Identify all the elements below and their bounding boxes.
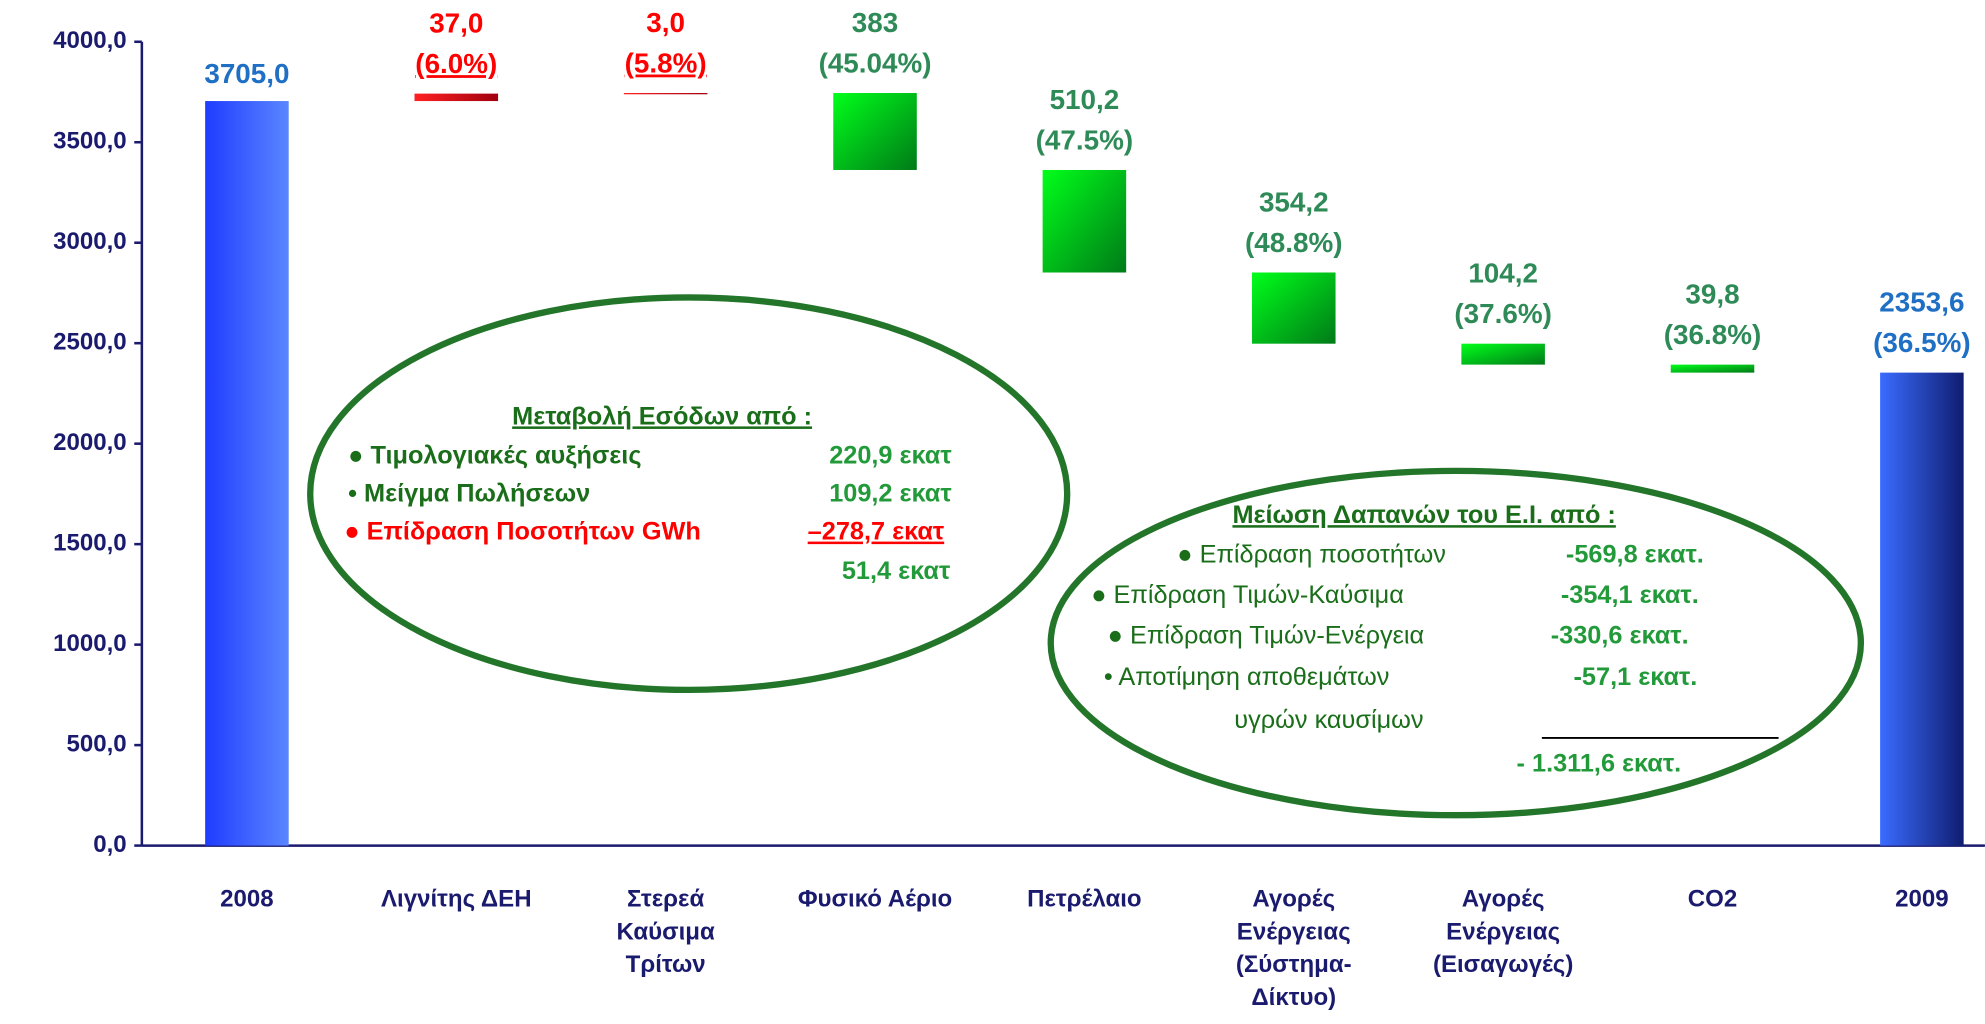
bar	[1461, 343, 1545, 365]
y-tick-label: 4000,0	[53, 27, 127, 54]
callout-amount: -57,1 εκατ.	[1574, 663, 1698, 691]
callout-item: ● Επίδραση Ποσοτήτων GWh	[344, 518, 700, 546]
callout-amount: -569,8 εκατ.	[1566, 540, 1704, 568]
x-tick-label: Στερεά	[627, 885, 704, 912]
value-label: 3,0	[646, 7, 685, 38]
callout-note: υγρών καυσίμων	[1234, 706, 1423, 734]
y-tick-label: 3500,0	[53, 128, 127, 155]
y-tick-label: 2500,0	[53, 329, 127, 356]
y-tick-label: 0,0	[93, 831, 126, 858]
callout-item: • Μείγμα Πωλήσεων	[348, 480, 590, 508]
callout-title: Μεταβολή Εσόδων από :	[512, 402, 812, 430]
callout-total: 51,4 εκατ	[842, 557, 950, 585]
y-tick-label: 1500,0	[53, 530, 127, 557]
percent-label: (48.8%)	[1245, 227, 1342, 258]
bar	[414, 93, 499, 102]
x-tick-label: Καύσιμα	[617, 918, 715, 945]
x-tick-label: Τρίτων	[626, 951, 706, 978]
x-tick-label: 2009	[1895, 885, 1949, 912]
callout-item: ● Επίδραση Τιμών-Καύσιμα	[1091, 581, 1404, 609]
y-tick-label: 3000,0	[53, 228, 127, 255]
x-tick-label: Ενέργειας	[1446, 918, 1560, 945]
value-label: 37,0	[429, 8, 483, 39]
callout-ellipse	[307, 294, 1071, 694]
x-tick-label: 2008	[220, 885, 274, 912]
value-label: 354,2	[1259, 187, 1329, 218]
callout-item: • Αποτίμηση αποθεμάτων	[1104, 663, 1390, 691]
percent-label: (36.5%)	[1873, 327, 1970, 358]
percent-label: (45.04%)	[819, 48, 932, 79]
callout-title: Μείωση Δαπανών του Ε.Ι. από :	[1232, 501, 1615, 529]
x-tick-label: (Εισαγωγές)	[1433, 951, 1573, 978]
percent-label: (47.5%)	[1036, 124, 1133, 155]
callout-amount: –278,7 εκατ	[808, 518, 945, 546]
bar	[1670, 364, 1755, 373]
callout-item: ● Επίδραση Τιμών-Ενέργεια	[1108, 621, 1425, 649]
y-tick-label: 1000,0	[53, 630, 127, 657]
percent-label: (37.6%)	[1454, 298, 1551, 329]
x-tick-label: Αγορές	[1462, 885, 1545, 912]
callout-ellipse	[1047, 467, 1865, 819]
callout-item: ● Τιμολογιακές αυξήσεις	[348, 442, 641, 470]
x-tick-label: (Σύστημα-	[1236, 951, 1352, 978]
value-label: 3705,0	[204, 58, 289, 89]
bar	[1042, 169, 1127, 273]
bar	[1880, 372, 1964, 846]
callout-amount: -354,1 εκατ.	[1561, 581, 1699, 609]
bar	[623, 93, 708, 95]
value-label: 383	[852, 7, 898, 38]
y-tick-label: 2000,0	[53, 429, 127, 456]
percent-label: (6.0%)	[415, 48, 497, 79]
callout-total: - 1.311,6 εκατ.	[1517, 749, 1682, 777]
x-tick-label: Δίκτυο)	[1251, 984, 1336, 1011]
bar	[1251, 272, 1336, 344]
callout-amount: -330,6 εκατ.	[1551, 621, 1689, 649]
x-tick-label: Φυσικό Αέριο	[798, 885, 952, 912]
value-label: 510,2	[1050, 84, 1120, 115]
x-tick-label: Ενέργειας	[1237, 918, 1351, 945]
x-tick-label: CO2	[1688, 885, 1737, 912]
value-label: 39,8	[1685, 279, 1739, 310]
x-tick-label: Πετρέλαιο	[1027, 885, 1141, 912]
bar	[833, 93, 917, 170]
x-tick-label: Λιγνίτης ΔΕΗ	[381, 885, 532, 912]
value-label: 104,2	[1468, 258, 1538, 289]
callout-amount: 220,9 εκατ	[829, 442, 951, 470]
bar	[205, 101, 289, 846]
callout-amount: 109,2 εκατ	[829, 480, 951, 508]
percent-label: (36.8%)	[1664, 319, 1761, 350]
callout-item: ● Επίδραση ποσοτήτων	[1177, 540, 1446, 568]
x-tick-label: Αγορές	[1252, 885, 1335, 912]
y-tick-label: 500,0	[66, 730, 126, 757]
percent-label: (5.8%)	[625, 48, 707, 79]
value-label: 2353,6	[1879, 287, 1964, 318]
